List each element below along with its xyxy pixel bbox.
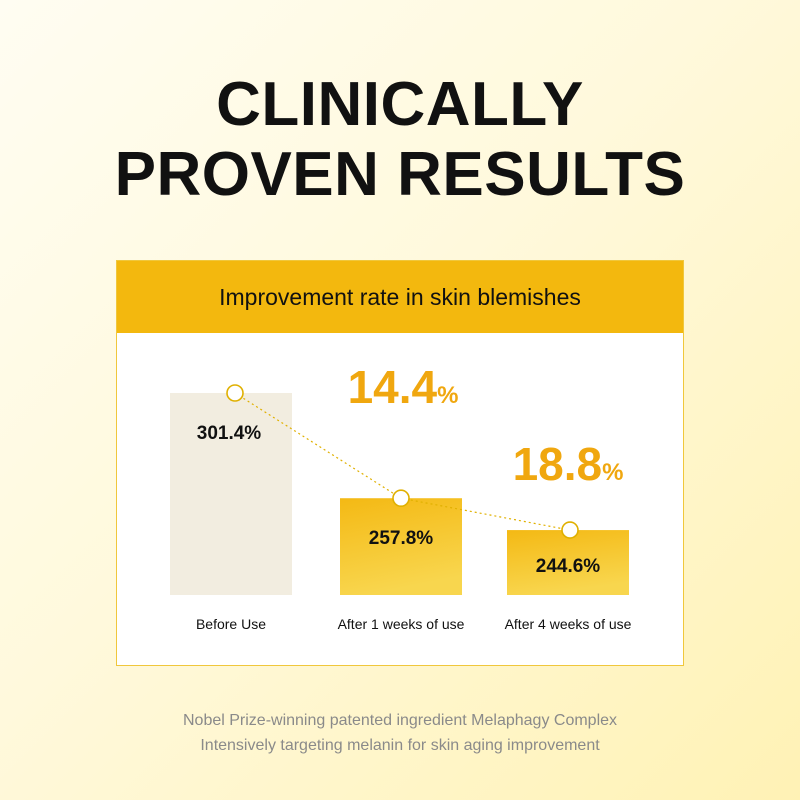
data-point-marker-1 <box>392 489 410 508</box>
value-label-2: 244.6% <box>536 556 601 577</box>
data-point-marker-0 <box>226 384 244 402</box>
headline-line-2: PROVEN RESULTS <box>114 140 686 209</box>
bar-0 <box>170 393 292 595</box>
footer: Nobel Prize-winning patented ingredient … <box>0 708 800 758</box>
headline: CLINICALLY PROVEN RESULTS <box>0 70 800 210</box>
value-label-0: 301.4% <box>197 423 262 444</box>
category-label-0: Before Use <box>196 616 266 632</box>
category-label-2: After 4 weeks of use <box>505 616 632 632</box>
data-point-marker-2 <box>561 521 579 539</box>
bar-2 <box>507 530 629 595</box>
footer-line-2: Intensively targeting melanin for skin a… <box>200 737 600 754</box>
headline-line-1: CLINICALLY <box>216 70 584 139</box>
bar-chart: 301.4% 257.8% 244.6% Before Use After 1 week… <box>170 361 632 632</box>
improvement-callout-0: 14.4% <box>348 361 459 413</box>
bar-1 <box>340 498 462 595</box>
footer-line-1: Nobel Prize-winning patented ingredient … <box>182 712 618 729</box>
value-label-1: 257.8% <box>369 528 434 549</box>
category-label-1: After 1 weeks of use <box>338 616 465 632</box>
trend-line-1 <box>400 497 571 531</box>
chart-title: Improvement rate in skin blemishes <box>117 261 683 333</box>
improvement-callout-1: 18.8% <box>513 438 624 490</box>
chart-card: Improvement rate in skin blemishes 301.4… <box>116 260 684 666</box>
